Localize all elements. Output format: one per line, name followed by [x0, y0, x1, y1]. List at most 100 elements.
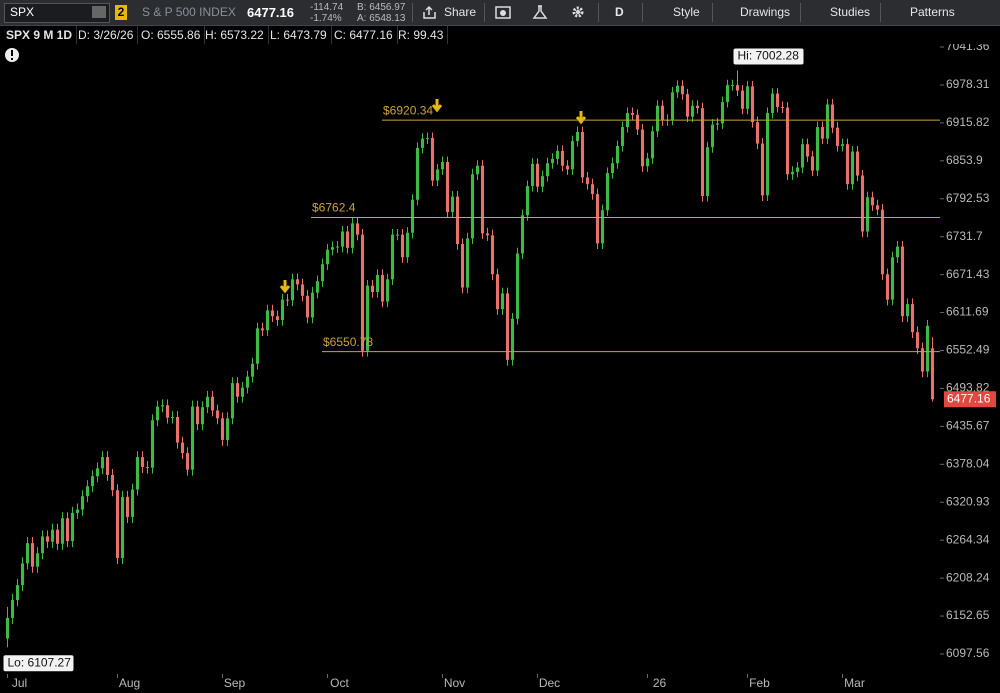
candle-body	[345, 231, 350, 248]
candle-body	[600, 210, 605, 244]
candle-body	[140, 457, 145, 467]
candle-body	[725, 85, 730, 103]
studies-button[interactable]: Studies	[830, 5, 871, 19]
candle-body	[530, 163, 535, 187]
candle-body	[365, 285, 370, 351]
candle-body	[75, 509, 80, 513]
description: S & P 500 INDEX	[142, 5, 236, 19]
candle-body	[825, 104, 830, 139]
candle-body	[495, 274, 500, 310]
x-tick-label: Aug	[119, 676, 140, 690]
bar-high: H: 6573.22	[201, 26, 269, 44]
bid: B: 6456.97	[357, 2, 406, 13]
y-tick-label: 6378.04	[946, 456, 990, 470]
last-price: 6477.16	[247, 5, 294, 20]
share-icon[interactable]	[422, 5, 438, 20]
last-price-label: 6477.16	[947, 391, 991, 405]
candle-body	[450, 196, 455, 213]
period-button[interactable]: D	[615, 5, 624, 19]
studies-lab-icon[interactable]	[532, 4, 548, 20]
candle-body	[185, 453, 190, 470]
marker-arrow	[279, 280, 291, 294]
candle-body	[325, 249, 330, 265]
marker-arrow	[431, 99, 443, 113]
separator	[800, 3, 801, 22]
candle-body	[695, 105, 700, 109]
candle-body	[745, 86, 750, 109]
candle-body	[435, 169, 440, 181]
bar-close: C: 6477.16	[330, 26, 398, 44]
low-label-box	[3, 655, 74, 672]
drawings-button[interactable]: Drawings	[740, 5, 791, 19]
candle-body	[900, 246, 905, 317]
y-tick-label: 6493.82	[946, 381, 990, 395]
candle-body	[475, 165, 480, 175]
candle-body	[410, 199, 415, 233]
candle-body	[395, 234, 400, 236]
candle-body	[630, 113, 635, 115]
candle-body	[775, 93, 780, 107]
y-tick-label: 6731.7	[946, 229, 983, 243]
candle-body	[420, 138, 425, 148]
candle-body	[455, 196, 460, 245]
candle-body	[575, 131, 580, 142]
share-button[interactable]: Share	[444, 5, 477, 19]
candle-body	[425, 138, 430, 140]
x-tick-label: 26	[653, 676, 667, 690]
candle-body	[860, 175, 865, 232]
candle-body	[250, 363, 255, 377]
y-tick-label: 6671.43	[946, 267, 990, 281]
candle-body	[830, 104, 835, 128]
candle-body	[270, 310, 275, 317]
dropdown[interactable]	[92, 6, 106, 18]
alert-icon[interactable]	[4, 47, 20, 63]
candle-body	[60, 518, 65, 544]
patterns-button[interactable]: Patterns	[910, 5, 955, 19]
candle-body	[730, 85, 735, 87]
candle-body	[340, 231, 345, 247]
candle-body	[70, 512, 75, 542]
settings-icon[interactable]	[570, 4, 586, 20]
x-tick-label: Oct	[330, 676, 349, 690]
snapshot-icon[interactable]	[495, 5, 511, 20]
candle-body	[595, 194, 600, 244]
candle-body	[845, 144, 850, 185]
candle-body	[620, 127, 625, 147]
candle-body	[515, 253, 520, 319]
candle-body	[260, 328, 265, 331]
candle-body	[130, 489, 135, 517]
bar-date: D: 3/26/26	[74, 26, 139, 44]
price-level-label: $6550.78	[323, 335, 373, 349]
candle-body	[190, 406, 195, 470]
candle-body	[780, 106, 785, 108]
candle-body	[360, 234, 365, 351]
candle-body	[335, 246, 340, 248]
candle-body	[90, 476, 95, 487]
candle-body	[15, 585, 20, 601]
candle-body	[690, 105, 695, 117]
symbol-box[interactable]	[4, 3, 110, 23]
candle-body	[685, 94, 690, 117]
candle-body	[810, 156, 815, 171]
candle-body	[280, 299, 285, 321]
candle-body	[510, 318, 515, 360]
link-badge[interactable]: 2	[115, 5, 127, 20]
candle-body	[50, 529, 55, 542]
high-label-box	[733, 48, 804, 65]
symbol[interactable]: SPX	[10, 5, 35, 19]
candle-body	[540, 176, 545, 187]
candle-body	[880, 209, 885, 275]
candle-body	[570, 141, 575, 170]
candle-body	[915, 332, 920, 349]
candle-body	[850, 151, 855, 185]
candle-body	[650, 131, 655, 159]
candle-body	[215, 410, 220, 419]
net-change: -114.74	[310, 2, 344, 13]
style-button[interactable]: Style	[673, 5, 700, 19]
candle-body	[895, 246, 900, 258]
candle-body	[755, 122, 760, 144]
candle-body	[180, 442, 185, 454]
candle-body	[235, 383, 240, 397]
candle-body	[740, 90, 745, 109]
